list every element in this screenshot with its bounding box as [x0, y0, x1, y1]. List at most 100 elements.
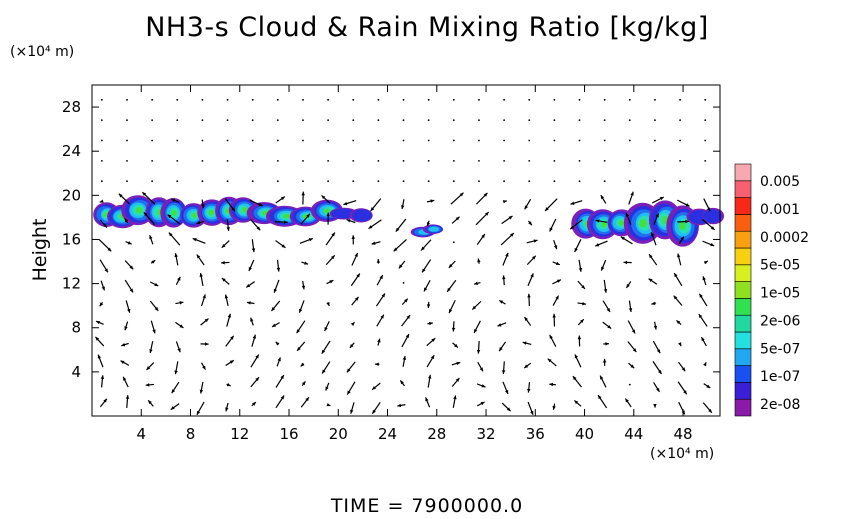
colorbar-swatch [734, 230, 752, 249]
wind-vector-head [129, 265, 134, 270]
vector-dot [402, 282, 405, 284]
wind-vector-head [649, 254, 653, 259]
vector-dot [427, 180, 430, 183]
vector-dot [100, 139, 103, 142]
wind-vector-head [275, 341, 280, 346]
wind-vector-head [95, 336, 100, 341]
vector-dot [578, 119, 581, 122]
vector-dot [578, 159, 581, 162]
vector-dot [628, 159, 631, 162]
wind-vector-head [103, 223, 107, 228]
wind-vector-head [504, 389, 509, 394]
wind-vector-head [177, 348, 181, 353]
x-tick-label: 4 [136, 425, 146, 443]
wind-vector-head [658, 370, 662, 375]
wind-vector-head [204, 318, 209, 323]
wind-vector-head [481, 384, 486, 388]
chart-title: NH3-s Cloud & Rain Mixing Ratio [kg/kg] [145, 12, 709, 43]
colorbar: 0.005 0.001 0.0002 5e-05 1e-05 2e-06 5e-07 1e-0… [734, 163, 809, 417]
x-tick-label: 28 [427, 425, 446, 443]
wind-vector-head [552, 405, 556, 410]
wind-vector-head [322, 369, 326, 374]
wind-vector-head [304, 261, 309, 265]
vector-dot [704, 139, 707, 142]
vector-dot [251, 139, 254, 142]
wind-vector-head [524, 205, 529, 210]
vector-dot [628, 98, 631, 101]
vector-dot [578, 98, 581, 101]
vector-dot [503, 119, 505, 122]
wind-vector-head [123, 376, 127, 381]
wind-vector-head [574, 400, 579, 405]
vector-dot [176, 98, 179, 101]
wind-vector-head [326, 212, 330, 217]
vector-dot [427, 159, 430, 162]
wind-vector-head [630, 191, 634, 196]
vector-dot [452, 139, 455, 142]
wind-vector-head [398, 264, 403, 269]
wind-vector-head [331, 232, 335, 237]
y-axis-ticks: 4 8 12 16 20 24 28 [62, 98, 720, 381]
cloud-blob [703, 209, 722, 223]
wind-vector-head [380, 314, 384, 319]
vector-dot [402, 119, 405, 122]
wind-vector-head [231, 207, 235, 212]
wind-vector-head [524, 317, 529, 321]
vector-dot [352, 180, 355, 183]
wind-vector-head [350, 322, 355, 327]
vector-dot [251, 159, 254, 162]
wind-vector-head [533, 239, 538, 243]
wind-vector-head [107, 247, 112, 252]
vector-dot [603, 159, 606, 162]
wind-vector-head [648, 278, 653, 283]
wind-vector-head [170, 406, 175, 410]
wind-vector-head [651, 301, 656, 305]
vector-dot [628, 119, 631, 122]
cloud-blob [639, 219, 647, 228]
wind-vector-head [393, 247, 398, 252]
wind-vector-head [545, 207, 549, 211]
wind-vector-head [499, 347, 503, 352]
vector-dot [251, 98, 254, 101]
wind-vector-head [448, 264, 453, 268]
wind-vector-head [124, 218, 129, 223]
vector-dot [679, 159, 681, 162]
vector-dot [126, 119, 128, 122]
wind-vector-head [308, 238, 313, 242]
wind-vector-head [142, 192, 147, 196]
wind-vector-head [118, 193, 123, 198]
cloud-blob [330, 208, 355, 219]
wind-vector-head [653, 403, 657, 408]
wind-vector-head [484, 211, 489, 216]
wind-vector-head [577, 335, 582, 340]
wind-vector-head [472, 305, 477, 310]
wind-vector-head [430, 355, 435, 360]
wind-vector-head [192, 238, 197, 242]
vector-dot [352, 119, 355, 122]
wind-vector-head [397, 403, 402, 408]
wind-vector-head [601, 266, 605, 271]
wind-vector-head [402, 355, 407, 360]
wind-vector-head [673, 295, 678, 300]
wind-vector-head [508, 216, 513, 220]
wind-vector-head [680, 236, 684, 241]
y-tick-label: 24 [62, 142, 81, 160]
wind-vector-head [625, 398, 629, 403]
vector-dot [377, 139, 380, 142]
vector-dot [100, 119, 103, 122]
colorbar-label: 5e-07 [760, 341, 800, 357]
wind-vector-head [226, 382, 231, 387]
wind-vector-head [221, 243, 226, 248]
wind-vector-head [474, 281, 478, 285]
wind-vector-head [199, 273, 203, 277]
vector-dot [100, 98, 103, 101]
vector-dot [503, 159, 505, 162]
colorbar-label: 5e-05 [760, 258, 800, 274]
vector-dot [176, 180, 179, 183]
x-tick-label: 44 [624, 425, 643, 443]
cloud-blob [618, 220, 624, 226]
wind-vector-head [301, 191, 305, 196]
vector-dot [302, 159, 304, 162]
wind-vector-head [706, 384, 711, 389]
wind-vector-head [449, 309, 453, 314]
